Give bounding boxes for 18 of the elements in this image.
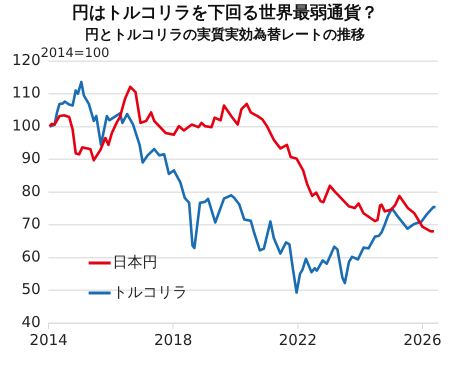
x-tick-label: 2014 <box>30 330 68 349</box>
legend-label: 日本円 <box>112 252 158 271</box>
chart-title: 円はトルコリラを下回る世界最弱通貨？ <box>71 2 379 25</box>
y-tick-label: 110 <box>12 84 41 102</box>
y-tick-label: 50 <box>22 280 41 298</box>
y-axis-title: 2014=100 <box>40 46 110 61</box>
y-tick-label: 90 <box>22 149 41 168</box>
y-tick-label: 80 <box>22 182 41 200</box>
y-tick-label: 60 <box>22 247 41 266</box>
legend-label: トルコリラ <box>112 282 188 301</box>
y-tick-label: 70 <box>22 214 41 233</box>
y-tick-label: 100 <box>12 116 41 134</box>
y-tick-label: 120 <box>12 50 41 69</box>
x-tick-label: 2026 <box>403 330 442 349</box>
y-tick-label: 40 <box>22 312 41 331</box>
x-tick-label: 2022 <box>278 330 317 349</box>
chart-subtitle: 円とトルコリラの実質実効為替レートの推移 <box>84 26 366 44</box>
x-tick-label: 2018 <box>154 330 192 349</box>
